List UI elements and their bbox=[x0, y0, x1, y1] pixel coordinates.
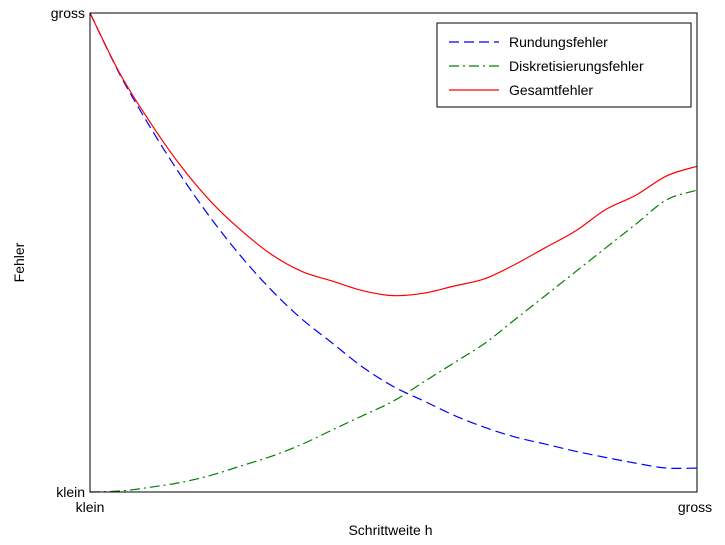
y-tick-label-max: gross bbox=[51, 5, 85, 21]
x-tick-label-max: gross bbox=[678, 499, 712, 515]
legend-label-diskretisierungsfehler: Diskretisierungsfehler bbox=[509, 58, 644, 74]
x-axis-label: Schrittweite h bbox=[348, 522, 432, 538]
series-line-gesamtfehler bbox=[89, 12, 698, 297]
legend: Rundungsfehler Diskretisierungsfehler Gesa… bbox=[436, 22, 692, 108]
series-line-rundungsfehler bbox=[89, 12, 698, 470]
legend-label-rundungsfehler: Rundungsfehler bbox=[509, 34, 608, 50]
legend-label-gesamtfehler: Gesamtfehler bbox=[509, 82, 593, 98]
legend-box bbox=[436, 22, 692, 108]
x-tick-label-min: klein bbox=[76, 499, 105, 515]
plot-area bbox=[89, 12, 698, 493]
y-axis-label: Fehler bbox=[11, 242, 27, 282]
y-tick-label-min: klein bbox=[56, 484, 85, 500]
axes: klein gross klein gross Schrittweite h Fehler bbox=[11, 5, 712, 538]
plot-frame bbox=[89, 12, 698, 493]
series-line-diskretisierungsfehler bbox=[89, 189, 698, 493]
